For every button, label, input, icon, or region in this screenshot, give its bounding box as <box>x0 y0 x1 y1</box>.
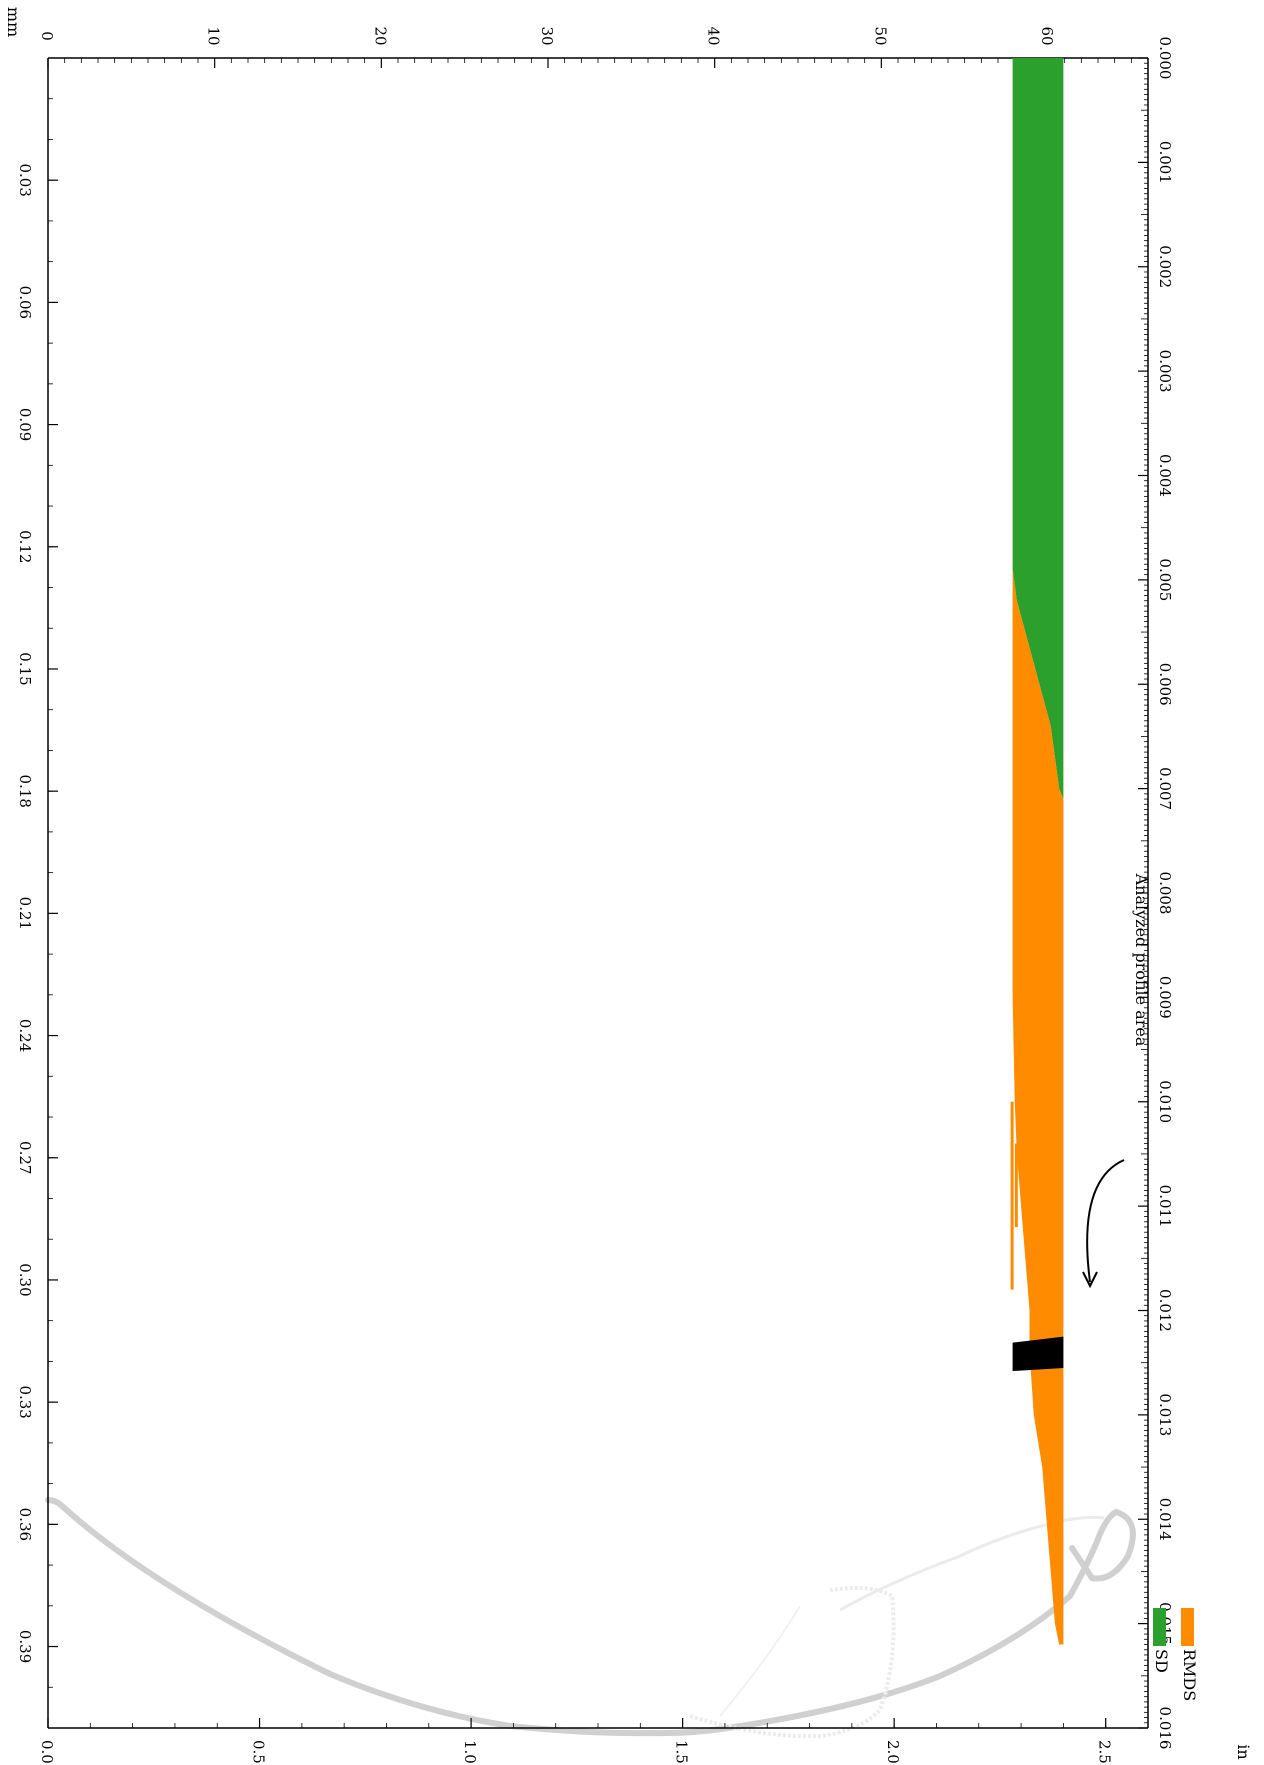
legend-swatch-rmds <box>1181 1608 1194 1646</box>
tick-label-in-0.006: 0.006 <box>1156 663 1174 706</box>
annotation-text: Analyzed profile area <box>1132 873 1151 1047</box>
annotation-arrow <box>1086 1159 1125 1283</box>
tick-label-hin-0.5: 0.5 <box>250 1740 268 1764</box>
tick-label-hmm-60: 60 <box>1038 26 1056 45</box>
tick-label-in-0.002: 0.002 <box>1156 245 1174 288</box>
tick-label-in-0.016: 0.016 <box>1156 1707 1174 1750</box>
series-rmds-area <box>1012 569 1064 1645</box>
tick-label-in-0.005: 0.005 <box>1156 558 1174 601</box>
tick-label-mm-0.06: 0.06 <box>16 286 34 319</box>
tick-label-mm-0.12: 0.12 <box>16 530 34 563</box>
tick-label-mm-0.15: 0.15 <box>16 652 34 685</box>
unit-label-in: in <box>1234 1744 1253 1759</box>
tick-label-mm-0.21: 0.21 <box>16 897 34 930</box>
profile-shadow-2 <box>689 1586 896 1739</box>
tick-label-mm-0.39: 0.39 <box>16 1630 34 1663</box>
tick-label-hin-2.0: 2.0 <box>884 1740 902 1764</box>
annotation: Analyzed profile area <box>1082 873 1151 1289</box>
tick-label-mm-0.18: 0.18 <box>16 774 34 807</box>
legend-label-rmds: RMDS <box>1180 1649 1199 1701</box>
tick-label-mm-0.36: 0.36 <box>16 1508 34 1541</box>
series-analyzed-area <box>1012 1336 1064 1372</box>
tick-label-hin-0.0: 0.0 <box>38 1740 56 1764</box>
tick-label-mm-0.33: 0.33 <box>16 1385 34 1418</box>
tick-label-hin-1.0: 1.0 <box>461 1740 479 1764</box>
series-rmds-spike <box>1010 1101 1014 1290</box>
chart-marks <box>1010 58 1064 1645</box>
tick-label-in-0.010: 0.010 <box>1156 1080 1174 1123</box>
plot-axes <box>47 57 1149 1729</box>
tick-label-mm-0.24: 0.24 <box>16 1019 34 1052</box>
legend-swatch-sd <box>1153 1608 1166 1646</box>
tick-label-mm-0.09: 0.09 <box>16 408 34 441</box>
unit-labels: mm in <box>4 7 1253 1760</box>
tick-label-hmm-40: 40 <box>705 26 723 45</box>
annotation-arrowhead <box>1082 1271 1098 1289</box>
series-rmds-spike <box>1014 1143 1018 1227</box>
tick-label-in-0.014: 0.014 <box>1156 1498 1174 1541</box>
tick-labels: 0.000 0.001 0.002 0.003 0.004 0.005 0.006 0.007… <box>16 26 1174 1763</box>
series-sd-area <box>1012 58 1064 800</box>
minor-ticks <box>47 57 1149 1729</box>
legend: RMDS SD <box>1152 1608 1199 1701</box>
profile-shadow-1 <box>839 1515 1105 1612</box>
tick-label-in-0.009: 0.009 <box>1156 976 1174 1019</box>
tick-label-in-0.012: 0.012 <box>1156 1289 1174 1332</box>
tick-label-mm-0.27: 0.27 <box>16 1141 34 1174</box>
tick-label-in-0.004: 0.004 <box>1156 454 1174 497</box>
tick-label-in-0.011: 0.011 <box>1156 1185 1174 1228</box>
unit-label-mm: mm <box>4 7 23 37</box>
tick-label-hmm-50: 50 <box>871 26 889 45</box>
tick-label-in-0.003: 0.003 <box>1156 350 1174 393</box>
tick-label-mm-0.30: 0.30 <box>16 1263 34 1296</box>
tick-label-in-0.008: 0.008 <box>1156 872 1174 915</box>
legend-label-sd: SD <box>1152 1649 1171 1673</box>
tick-label-mm-0.03: 0.03 <box>16 163 34 196</box>
tick-label-in-0.001: 0.001 <box>1156 141 1174 184</box>
tick-label-in-0.000: 0.000 <box>1156 37 1174 80</box>
tick-label-in-0.013: 0.013 <box>1156 1393 1174 1436</box>
tick-label-hin-1.5: 1.5 <box>673 1740 691 1764</box>
tick-label-in-0.007: 0.007 <box>1156 767 1174 810</box>
profile-outline <box>45 1497 1136 1737</box>
tick-label-hin-2.5: 2.5 <box>1096 1740 1114 1764</box>
tick-label-hmm-10: 10 <box>205 26 223 45</box>
tick-label-hmm-0: 0 <box>38 31 56 41</box>
tick-label-hmm-30: 30 <box>538 26 556 45</box>
profile-shadow-3 <box>719 1605 801 1717</box>
tick-label-hmm-20: 20 <box>371 26 389 45</box>
profile-layer <box>45 1497 1136 1739</box>
